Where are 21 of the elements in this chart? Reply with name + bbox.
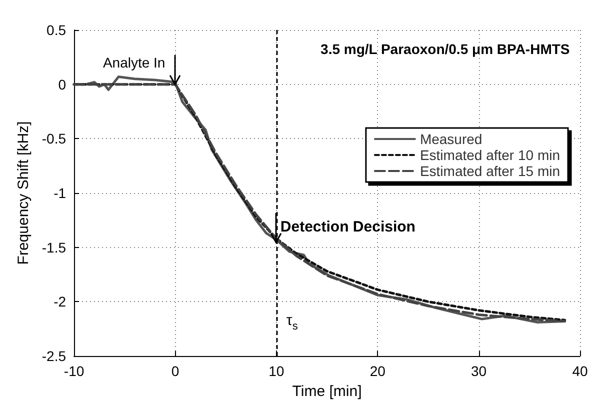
x-tick-label: 30 <box>471 363 487 379</box>
legend-label: Estimated after 10 min <box>420 147 560 163</box>
x-tick-label: 40 <box>572 363 588 379</box>
legend-label: Measured <box>420 131 482 147</box>
annotation: 3.5 mg/L Paraoxon/0.5 μm BPA-HMTS <box>320 41 570 57</box>
y-tick-label: 0 <box>58 76 66 92</box>
x-tick-label: 10 <box>268 363 284 379</box>
y-tick-label: 0.5 <box>46 22 66 38</box>
y-tick-label: -0.5 <box>42 130 66 147</box>
x-tick-label: 0 <box>171 363 180 379</box>
legend-label: Estimated after 15 min <box>420 163 560 179</box>
y-axis-title: Frequency Shift [kHz] <box>15 121 32 265</box>
y-tick-label: -1.5 <box>42 239 66 256</box>
annotation: Detection Decision <box>280 218 416 236</box>
x-tick-label: -10 <box>64 363 84 379</box>
annotation: Analyte In <box>102 54 166 70</box>
y-tick-label: -1 <box>54 185 66 201</box>
x-tick-label: 20 <box>370 363 386 379</box>
y-tick-label: -2.5 <box>42 348 66 364</box>
y-tick-label: -2 <box>54 294 66 310</box>
x-axis-title: Time [min] <box>292 383 362 400</box>
